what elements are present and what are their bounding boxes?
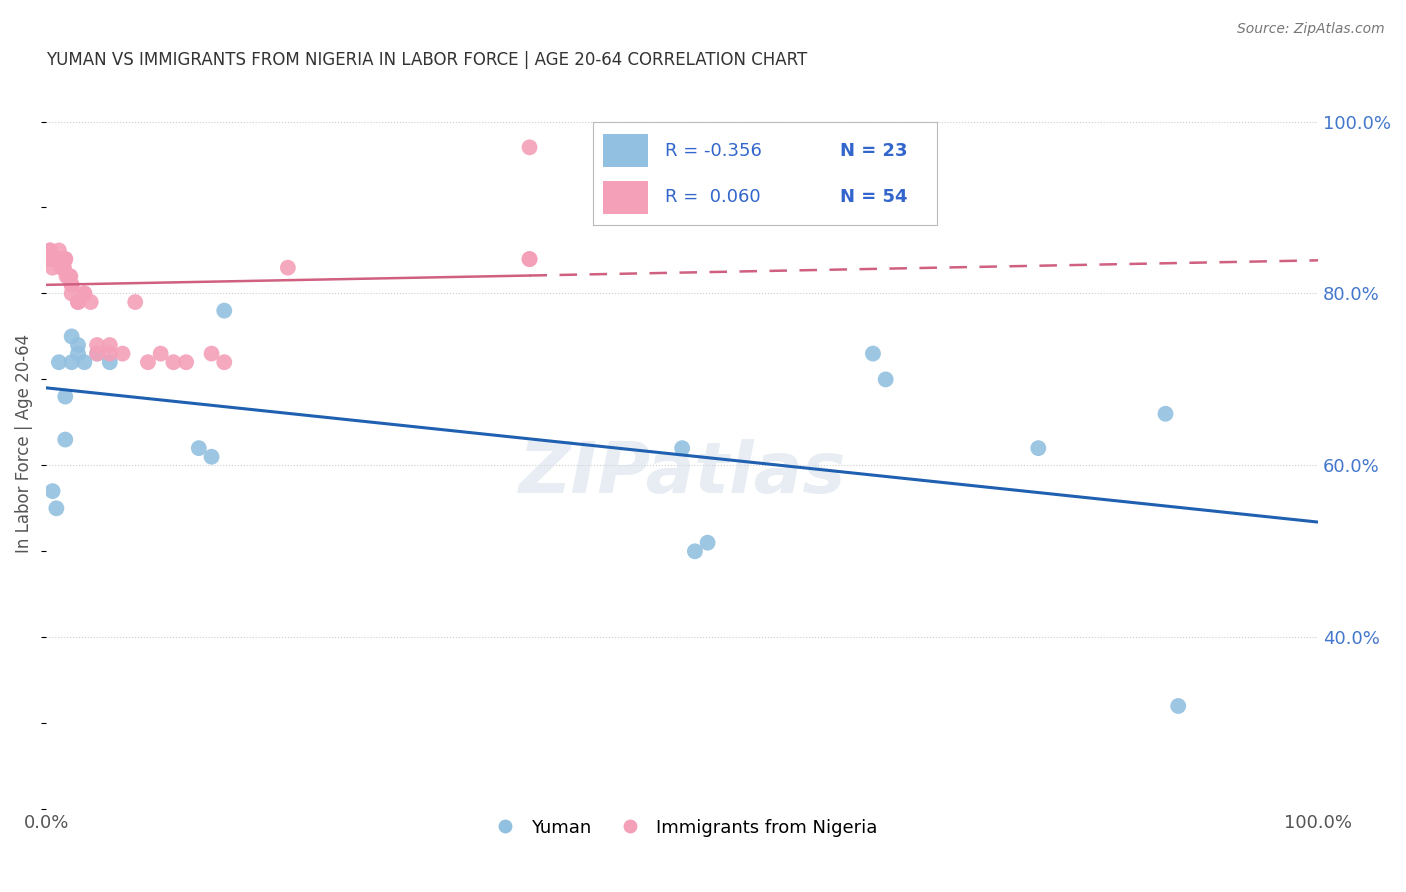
Point (66, 338, 89, 352)
Point (48, 252, 70, 266)
Point (60, 355, 83, 369)
Point (86, 338, 108, 352)
Point (875, 372, 897, 386)
Point (162, 355, 184, 369)
Point (46, 252, 69, 266)
Point (73, 286, 96, 301)
Point (214, 303, 236, 318)
Point (44, 252, 66, 266)
Point (174, 355, 197, 369)
Point (52, 260, 75, 275)
Point (39, 252, 62, 266)
Point (48, 355, 70, 369)
Point (187, 441, 209, 455)
Point (52, 260, 75, 275)
Point (519, 140, 541, 154)
Point (111, 346, 134, 360)
Point (86, 346, 108, 360)
Point (60, 286, 83, 301)
Point (41, 252, 63, 266)
Point (59, 269, 82, 284)
Point (98, 355, 121, 369)
Point (696, 535, 718, 549)
Point (53, 390, 76, 404)
Point (136, 355, 159, 369)
Point (39, 252, 62, 266)
Point (51, 252, 73, 266)
Point (1167, 698, 1189, 713)
Point (48, 252, 70, 266)
Point (214, 355, 236, 369)
Point (53, 252, 76, 266)
Text: Source: ZipAtlas.com: Source: ZipAtlas.com (1237, 22, 1385, 37)
Point (98, 346, 121, 360)
Point (41, 252, 63, 266)
Point (124, 295, 146, 310)
Point (519, 252, 541, 266)
Point (44, 252, 66, 266)
Point (51, 260, 73, 275)
Point (39, 244, 62, 258)
Point (55, 269, 77, 284)
Point (39, 252, 62, 266)
Point (53, 252, 76, 266)
Text: ZIPatlas: ZIPatlas (519, 439, 846, 508)
Point (45, 252, 67, 266)
Point (45, 501, 67, 516)
Point (98, 338, 121, 352)
Point (46, 252, 69, 266)
Point (200, 346, 222, 360)
Point (45, 252, 67, 266)
Point (1026, 441, 1049, 455)
Point (41, 260, 63, 275)
Point (42, 252, 65, 266)
Point (73, 286, 96, 301)
Y-axis label: In Labor Force | Age 20-64: In Labor Force | Age 20-64 (15, 334, 32, 553)
Point (53, 260, 76, 275)
Point (277, 260, 299, 275)
Legend: Yuman, Immigrants from Nigeria: Yuman, Immigrants from Nigeria (479, 812, 884, 844)
Point (149, 346, 172, 360)
Point (58, 269, 80, 284)
Point (80, 295, 103, 310)
Point (53, 252, 76, 266)
Point (66, 295, 89, 310)
Point (60, 277, 83, 292)
Point (42, 252, 65, 266)
Point (48, 244, 70, 258)
Point (66, 346, 89, 360)
Point (671, 441, 693, 455)
Point (66, 295, 89, 310)
Point (41, 484, 63, 499)
Point (862, 346, 884, 360)
Point (519, 252, 541, 266)
Text: YUMAN VS IMMIGRANTS FROM NIGERIA IN LABOR FORCE | AGE 20-64 CORRELATION CHART: YUMAN VS IMMIGRANTS FROM NIGERIA IN LABO… (46, 51, 807, 69)
Point (683, 544, 706, 558)
Point (60, 277, 83, 292)
Point (53, 433, 76, 447)
Point (60, 329, 83, 343)
Point (1154, 407, 1177, 421)
Point (86, 346, 108, 360)
Point (39, 244, 62, 258)
Point (200, 450, 222, 464)
Point (73, 355, 96, 369)
Point (48, 252, 70, 266)
